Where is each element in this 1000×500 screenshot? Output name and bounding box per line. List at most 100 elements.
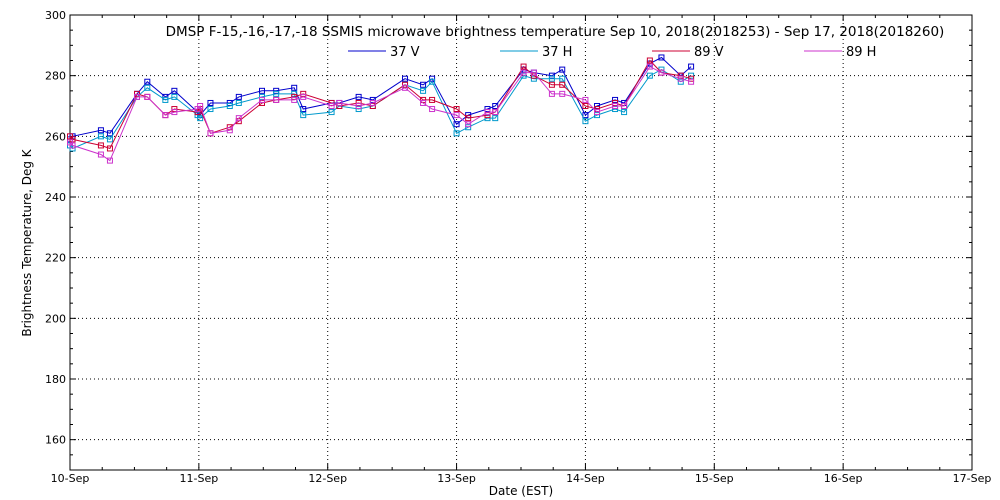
chart-title: DMSP F-15,-16,-17,-18 SSMIS microwave br…: [166, 24, 945, 40]
legend-label: 89 H: [846, 45, 876, 60]
data-point: [612, 103, 619, 109]
data-point: [369, 96, 376, 103]
data-point: [106, 157, 113, 164]
data-point: [484, 106, 491, 113]
data-point: [171, 106, 178, 113]
data-point: [621, 109, 628, 116]
x-tick-label: 15-Sep: [695, 472, 734, 485]
y-tick-label: 260: [45, 130, 66, 143]
data-point: [548, 81, 555, 88]
x-tick-label: 13-Sep: [437, 472, 476, 485]
data-point: [492, 115, 499, 122]
data-point: [530, 69, 537, 76]
data-point: [453, 121, 460, 128]
data-point: [300, 90, 307, 97]
data-point: [559, 75, 566, 82]
y-tick-label: 280: [45, 70, 66, 83]
x-axis: 10-Sep 11-Sep 12-Sep 13-Sep 14-Sep 15-Sep 16-S…: [51, 15, 991, 485]
data-point: [420, 87, 427, 94]
data-point: [258, 96, 265, 103]
y-tick-label: 200: [45, 312, 66, 325]
data-point: [328, 109, 335, 116]
x-tick-label: 11-Sep: [180, 472, 219, 485]
data-point: [688, 78, 695, 85]
data-point: [235, 93, 242, 100]
data-point: [420, 81, 427, 88]
data-point: [612, 96, 619, 103]
series-line: [69, 59, 692, 150]
series-layer: [67, 54, 695, 164]
data-point: [621, 103, 628, 109]
data-point: [144, 84, 151, 91]
data-point: [355, 99, 362, 106]
data-point: [429, 106, 436, 113]
data-point: [226, 99, 233, 106]
y-tick-label: 220: [45, 252, 66, 265]
data-point: [465, 115, 472, 122]
data-point: [429, 96, 436, 103]
data-point: [677, 75, 684, 82]
series-line: [69, 65, 692, 162]
data-point: [402, 75, 409, 82]
data-point: [453, 112, 460, 119]
legend-label: 37 H: [542, 45, 572, 60]
data-point: [688, 72, 695, 79]
y-tick-label: 160: [45, 434, 66, 447]
series-line: [69, 69, 692, 150]
data-point: [235, 99, 242, 106]
data-point: [197, 103, 204, 109]
data-point: [612, 99, 619, 106]
data-point: [646, 57, 653, 64]
data-point: [144, 93, 151, 100]
data-point: [420, 99, 427, 106]
data-point: [207, 99, 214, 106]
data-point: [355, 106, 362, 113]
data-point: [492, 109, 499, 116]
data-point: [162, 112, 169, 119]
data-point: [453, 106, 460, 113]
data-point: [291, 90, 298, 97]
data-point: [520, 69, 527, 76]
data-point: [171, 87, 178, 94]
data-point: [646, 72, 653, 79]
data-point: [548, 75, 555, 82]
data-point: [226, 127, 233, 134]
x-tick-label: 10-Sep: [51, 472, 90, 485]
data-point: [658, 69, 665, 76]
grid: [70, 15, 972, 470]
data-point: [171, 93, 178, 100]
data-point: [677, 78, 684, 85]
data-point: [134, 90, 141, 97]
data-point: [197, 115, 204, 122]
data-point: [300, 93, 307, 100]
data-point: [548, 72, 555, 79]
data-point: [492, 103, 499, 109]
x-tick-label: 14-Sep: [566, 472, 605, 485]
data-point: [171, 109, 178, 116]
data-point: [300, 112, 307, 119]
data-point: [582, 96, 589, 103]
data-point: [520, 63, 527, 70]
data-point: [97, 127, 104, 134]
data-point: [207, 106, 214, 113]
y-tick-label: 180: [45, 373, 66, 386]
data-point: [582, 103, 589, 109]
data-point: [677, 72, 684, 79]
data-point: [291, 84, 298, 91]
data-point: [207, 130, 214, 137]
data-point: [134, 93, 141, 100]
data-point: [465, 121, 472, 128]
data-point: [646, 63, 653, 70]
data-point: [273, 87, 280, 94]
data-point: [484, 115, 491, 122]
series-0: [67, 54, 695, 143]
data-point: [328, 99, 335, 106]
data-point: [429, 78, 436, 85]
data-point: [594, 109, 601, 116]
data-point: [355, 103, 362, 109]
data-point: [69, 145, 76, 152]
data-point: [291, 96, 298, 103]
data-point: [258, 87, 265, 94]
x-tick-label: 16-Sep: [824, 472, 863, 485]
